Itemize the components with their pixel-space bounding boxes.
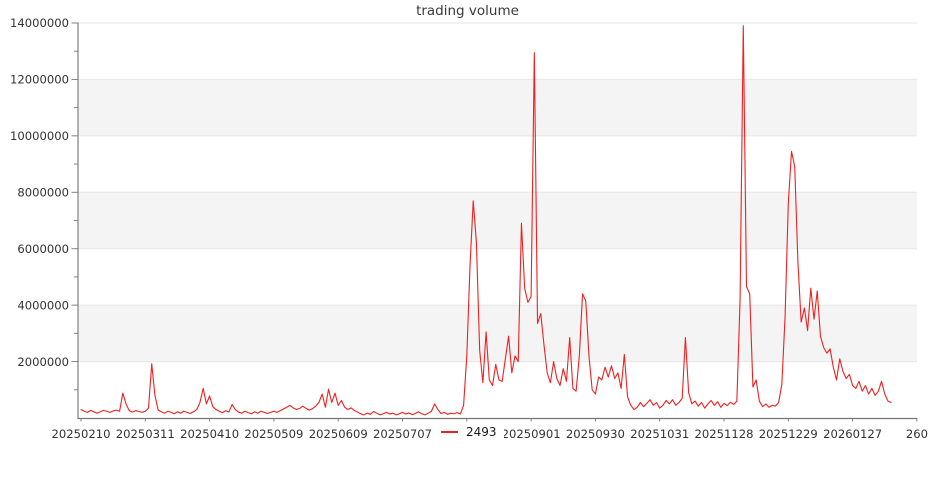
- svg-text:6000000: 6000000: [17, 242, 69, 256]
- svg-text:20250311: 20250311: [116, 427, 175, 441]
- svg-text:8000000: 8000000: [17, 185, 69, 199]
- chart-title: trading volume: [416, 3, 519, 19]
- series-line-2493: [80, 25, 892, 416]
- svg-text:20260127: 20260127: [823, 427, 882, 441]
- svg-text:14000000: 14000000: [10, 16, 69, 30]
- svg-text:260: 260: [906, 427, 928, 441]
- svg-text:20251031: 20251031: [630, 427, 689, 441]
- svg-text:20250210: 20250210: [51, 427, 110, 441]
- svg-text:20250509: 20250509: [244, 427, 303, 441]
- svg-text:20250410: 20250410: [180, 427, 239, 441]
- svg-text:4000000: 4000000: [17, 298, 69, 312]
- legend-line-marker: [441, 431, 458, 433]
- legend-label: 2493: [466, 425, 497, 439]
- plot-bands: [78, 79, 917, 362]
- svg-text:10000000: 10000000: [10, 129, 69, 143]
- axis-spines: [77, 22, 917, 420]
- svg-text:20251229: 20251229: [759, 427, 818, 441]
- svg-text:12000000: 12000000: [10, 73, 69, 87]
- gridlines: [78, 22, 917, 363]
- y-axis: 2000000 4000000 6000000 8000000 10000000 1200…: [10, 16, 78, 391]
- svg-text:2000000: 2000000: [17, 355, 69, 369]
- svg-text:20250901: 20250901: [502, 427, 561, 441]
- svg-text:20250609: 20250609: [309, 427, 368, 441]
- x-axis: 20250210 20250311 20250410 20250509 20250609…: [51, 418, 928, 441]
- svg-text:20250707: 20250707: [373, 427, 432, 441]
- svg-text:20251128: 20251128: [694, 427, 753, 441]
- legend: 2493: [434, 423, 504, 443]
- svg-text:20250930: 20250930: [566, 427, 625, 441]
